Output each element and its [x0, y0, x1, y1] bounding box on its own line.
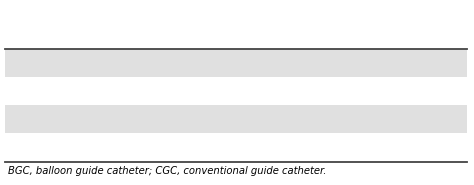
- Text: Yes: Yes: [294, 52, 313, 62]
- Text: Yes: Yes: [294, 137, 313, 147]
- Text: 0.080 (2.03): 0.080 (2.03): [192, 52, 263, 62]
- Text: Yes: Yes: [382, 109, 401, 119]
- Text: Internal
diameter
(inches (mm)): Internal diameter (inches (mm)): [91, 7, 181, 42]
- Text: Yes: Yes: [294, 109, 313, 119]
- Text: 0.070 (1.78): 0.070 (1.78): [91, 109, 161, 119]
- Text: Yes: Yes: [294, 80, 313, 90]
- Text: 0.060 (1.52): 0.060 (1.52): [91, 52, 161, 62]
- Text: SOFIA Plus: SOFIA Plus: [8, 109, 68, 119]
- Text: No: No: [382, 137, 398, 147]
- Text: 0.064 (1.63): 0.064 (1.63): [91, 80, 161, 90]
- Text: Aspiration
catheter: Aspiration catheter: [8, 7, 74, 30]
- Text: 0.107 (2.65): 0.107 (2.65): [192, 137, 263, 147]
- Text: 0.088 (2.24): 0.088 (2.24): [91, 137, 161, 147]
- Text: Outer diameter
(inches (mm)): Outer diameter (inches (mm)): [192, 7, 292, 30]
- Text: Millipede 088: Millipede 088: [8, 137, 84, 147]
- Text: 0.083 (2.11): 0.083 (2.11): [192, 109, 263, 119]
- Text: Tested with
BCG: Tested with BCG: [382, 7, 456, 30]
- Text: ACE 64: ACE 64: [8, 80, 48, 90]
- Text: BGC, balloon guide catheter; CGC, conventional guide catheter.: BGC, balloon guide catheter; CGC, conven…: [8, 166, 326, 176]
- Text: Tested with
CGC: Tested with CGC: [294, 7, 369, 30]
- Text: Yes: Yes: [382, 52, 401, 62]
- Text: Yes: Yes: [382, 80, 401, 90]
- Text: 0.080 (2.03): 0.080 (2.03): [192, 80, 263, 90]
- Text: ACE 60: ACE 60: [8, 52, 48, 62]
